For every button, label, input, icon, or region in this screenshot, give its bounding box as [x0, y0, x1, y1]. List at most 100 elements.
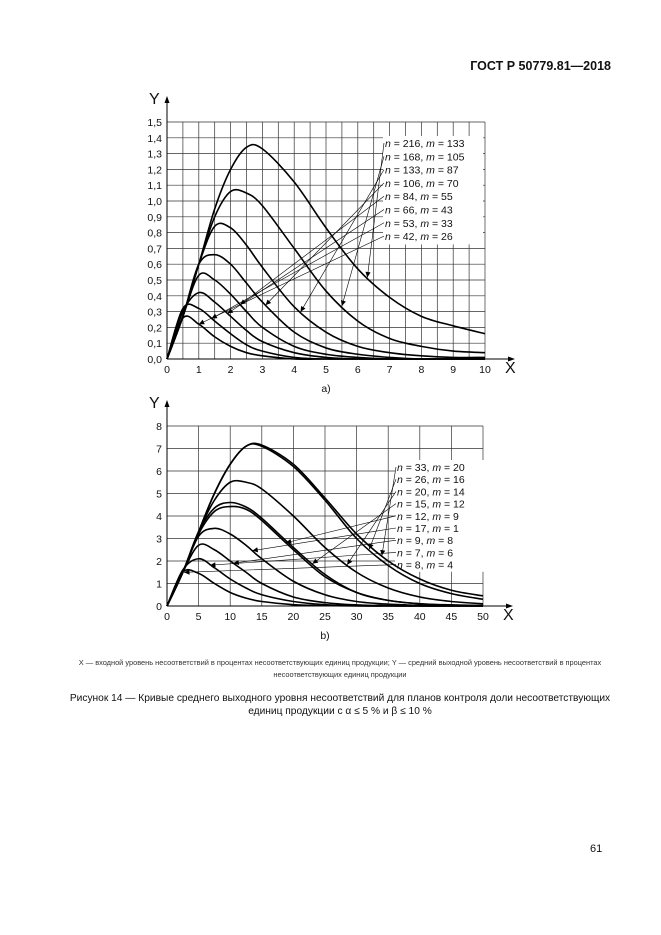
leader-arrow-icon: [340, 300, 346, 307]
leader-line: [346, 491, 397, 565]
legend-entry: n = 17, m = 1: [397, 523, 459, 535]
y-tick-label: 4: [156, 511, 162, 523]
leader-line: [381, 466, 397, 556]
y-axis-arrow-icon: [164, 400, 170, 407]
x-tick-label: 45: [446, 611, 458, 623]
leader-arrow-icon: [380, 549, 386, 556]
series-line: [166, 568, 483, 607]
y-tick-label: 0,2: [147, 322, 162, 334]
y-tick-label: 0,4: [147, 291, 162, 303]
page-number: 61: [590, 843, 603, 855]
y-tick-label: 1,1: [147, 180, 162, 192]
x-tick-label: 25: [319, 611, 331, 623]
legend-entry: n = 26, m = 16: [397, 474, 465, 486]
panel-label: b): [320, 630, 329, 642]
leader-line: [312, 503, 397, 564]
series-line: [166, 315, 485, 361]
x-tick-label: 0: [164, 611, 170, 623]
legend-entry: n = 20, m = 14: [397, 486, 465, 498]
axis-legend-note: X — входной уровень несоответствий в про…: [78, 658, 602, 679]
x-tick-label: 20: [288, 611, 300, 623]
legend-entry: n = 84, m = 55: [385, 191, 453, 203]
y-tick-label: 6: [156, 466, 162, 478]
leader-arrow-icon: [252, 547, 259, 553]
x-tick-label: 30: [351, 611, 363, 623]
leader-arrow-icon: [285, 538, 292, 544]
leader-arrow-icon: [365, 271, 371, 278]
x-axis-label: X: [503, 607, 514, 624]
x-tick-label: 4: [291, 364, 297, 376]
y-axis-label: Y: [149, 91, 160, 108]
figure-caption: Рисунок 14 — Кривые среднего выходного у…: [69, 693, 611, 717]
legend-entry: n = 168, m = 105: [385, 151, 465, 163]
legend-entry: n = 33, m = 20: [397, 462, 465, 474]
leader-line: [252, 527, 397, 551]
x-tick-label: 6: [355, 364, 361, 376]
x-tick-label: 7: [387, 364, 393, 376]
x-tick-label: 10: [224, 611, 236, 623]
leader-line: [300, 169, 385, 313]
x-tick-label: 5: [323, 364, 329, 376]
x-tick-label: 9: [450, 364, 456, 376]
y-axis-label: Y: [149, 395, 160, 412]
y-tick-label: 1,4: [147, 133, 162, 145]
y-tick-label: 0,0: [147, 354, 162, 366]
leader-arrow-icon: [198, 319, 205, 325]
series-line: [166, 505, 484, 607]
leader-arrow-icon: [227, 308, 234, 314]
y-tick-label: 8: [156, 421, 162, 433]
y-tick-label: 1,0: [147, 196, 162, 208]
x-axis-label: X: [505, 360, 516, 377]
y-tick-label: 0,8: [147, 228, 162, 240]
y-tick-label: 2: [156, 556, 162, 568]
legend-entry: n = 42, m = 26: [385, 231, 453, 243]
document-header: ГОСТ Р 50779.81—2018: [470, 59, 611, 73]
legend-entry: n = 12, m = 9: [397, 511, 459, 523]
leader-arrow-icon: [368, 543, 374, 550]
x-tick-label: 15: [256, 611, 268, 623]
x-tick-label: 40: [414, 611, 426, 623]
x-tick-label: 8: [418, 364, 424, 376]
x-tick-label: 10: [479, 364, 491, 376]
x-tick-label: 3: [259, 364, 265, 376]
y-tick-label: 0,3: [147, 307, 162, 319]
leader-arrow-icon: [233, 559, 240, 566]
x-tick-label: 5: [196, 611, 202, 623]
leader-arrow-icon: [300, 305, 306, 312]
legend-entry: n = 15, m = 12: [397, 499, 465, 511]
leader-arrow-icon: [347, 558, 353, 565]
legend-entry: n = 133, m = 87: [385, 165, 459, 177]
leader-line: [227, 209, 385, 314]
leader-arrow-icon: [265, 299, 272, 306]
legend-background: [395, 460, 485, 572]
x-axis-arrow-icon: [506, 603, 513, 609]
y-tick-label: 1,2: [147, 164, 162, 176]
leader-line: [184, 564, 397, 573]
legend-entry: n = 106, m = 70: [385, 178, 459, 190]
leader-line: [285, 515, 397, 544]
y-tick-label: 0,1: [147, 338, 162, 350]
leader-line: [368, 479, 397, 550]
y-tick-label: 1,3: [147, 149, 162, 161]
leader-arrow-icon: [312, 558, 319, 564]
legend-entry: n = 7, m = 6: [397, 547, 453, 559]
y-tick-label: 0,5: [147, 275, 162, 287]
y-tick-label: 3: [156, 534, 162, 546]
y-tick-label: 0,9: [147, 212, 162, 224]
x-tick-label: 0: [164, 364, 170, 376]
legend-entry: n = 53, m = 33: [385, 218, 453, 230]
leader-arrow-icon: [240, 299, 247, 305]
legend-background: [383, 136, 483, 245]
leader-line: [211, 222, 385, 319]
y-tick-label: 0,7: [147, 243, 162, 255]
x-tick-label: 50: [477, 611, 489, 623]
leader-line: [239, 195, 385, 305]
leader-line: [367, 142, 385, 278]
legend-entry: n = 66, m = 43: [385, 205, 453, 217]
chart-a: X Y 0 1 2 3 4 5 6 7 8 9 10 0,0 0,1 0,2 0,3 0,4 0,5 0,6 0,7 0,…: [147, 91, 516, 395]
legend-entry: n = 8, m = 4: [397, 560, 453, 572]
leader-arrow-icon: [184, 569, 190, 575]
y-axis-arrow-icon: [164, 96, 170, 103]
